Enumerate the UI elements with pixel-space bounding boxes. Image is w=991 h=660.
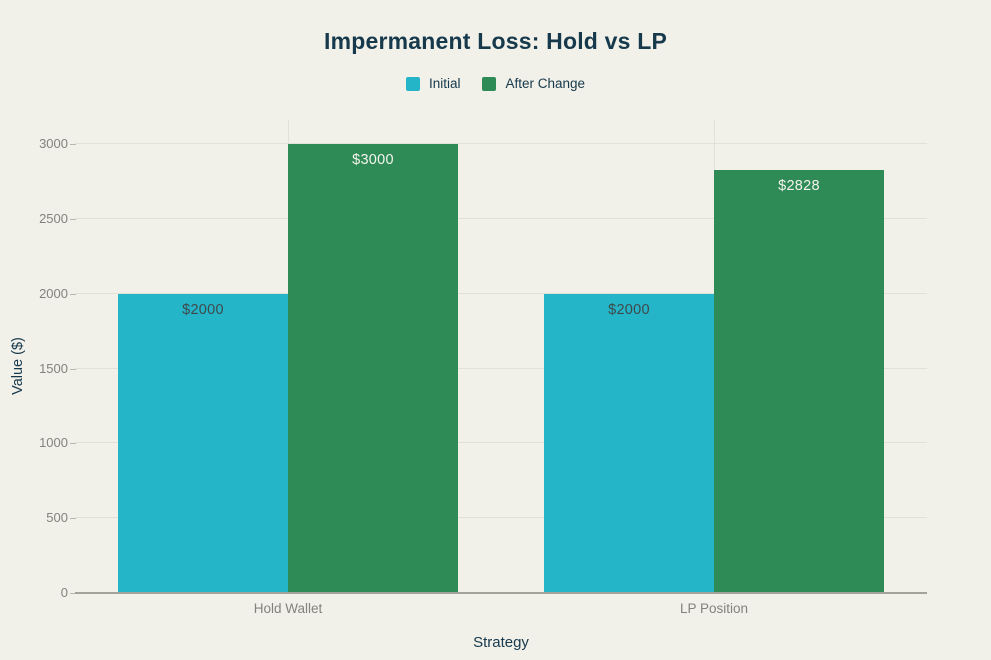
y-tick-label-2000: 2000 bbox=[39, 285, 68, 301]
bar-value-label: $2000 bbox=[608, 301, 650, 318]
x-axis-tick-labels: Hold Wallet LP Position bbox=[75, 601, 927, 621]
gridline-2000 bbox=[75, 292, 927, 294]
y-tick-label-500: 500 bbox=[46, 510, 68, 526]
bar-value-label: $2000 bbox=[182, 301, 224, 318]
y-tick-label-1000: 1000 bbox=[39, 435, 68, 451]
bar-lp-position-after-change[interactable] bbox=[714, 169, 884, 593]
y-tick-label-2500: 2500 bbox=[39, 210, 68, 226]
x-axis-title: Strategy bbox=[473, 634, 529, 651]
y-tick-mark-icon bbox=[70, 518, 76, 520]
legend-item-after-change[interactable]: After Change bbox=[482, 76, 585, 91]
bar-value-label: $2828 bbox=[778, 177, 820, 194]
legend-label-after-change: After Change bbox=[505, 76, 586, 91]
gridline-3000 bbox=[75, 143, 927, 144]
gridline-500 bbox=[75, 517, 927, 519]
y-tick-label-3000: 3000 bbox=[39, 136, 68, 151]
y-tick-mark-icon bbox=[70, 293, 76, 295]
plot-area: $2000 $3000 $2000 $2828 bbox=[75, 120, 927, 594]
y-tick-mark-icon bbox=[70, 443, 76, 445]
y-tick-mark-icon bbox=[70, 368, 76, 370]
gridline-2500 bbox=[75, 217, 927, 219]
bar-hold-wallet-initial[interactable] bbox=[118, 293, 288, 593]
bar-lp-position-initial[interactable] bbox=[544, 293, 714, 593]
gridline-1500 bbox=[75, 367, 927, 369]
chart-title: Impermanent Loss: Hold vs LP bbox=[324, 28, 667, 54]
x-tick-label-hold-wallet: Hold Wallet bbox=[253, 601, 323, 616]
legend: Initial After Change bbox=[0, 76, 991, 91]
x-tick-label-lp-position: LP Position bbox=[679, 601, 749, 616]
bar-hold-wallet-after-change[interactable] bbox=[288, 144, 458, 593]
legend-item-initial[interactable]: Initial bbox=[405, 76, 461, 91]
y-tick-mark-icon bbox=[70, 144, 76, 145]
x-axis-line bbox=[75, 592, 927, 594]
y-tick-mark-icon bbox=[70, 593, 76, 594]
legend-swatch-initial-icon bbox=[405, 76, 420, 91]
y-tick-mark-icon bbox=[70, 218, 76, 220]
legend-swatch-after-change-icon bbox=[482, 76, 497, 91]
y-axis-tick-labels: 0 500 1000 1500 2000 2500 3000 bbox=[0, 120, 76, 600]
gridline-1000 bbox=[75, 442, 927, 444]
legend-label-initial: Initial bbox=[428, 76, 461, 91]
bar-value-label: $3000 bbox=[352, 152, 394, 168]
y-tick-label-1500: 1500 bbox=[39, 360, 68, 376]
y-tick-label-0: 0 bbox=[60, 585, 68, 600]
